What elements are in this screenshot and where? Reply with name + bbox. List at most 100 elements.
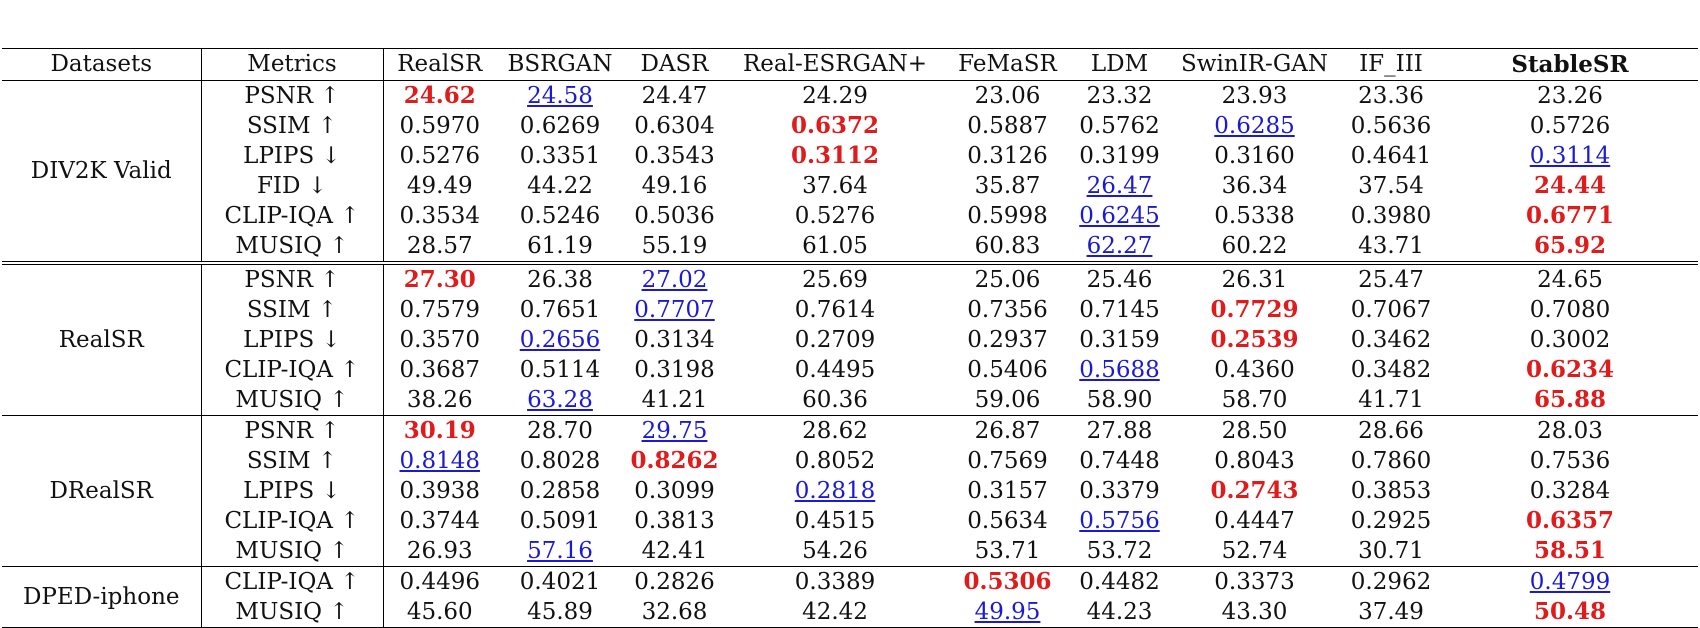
metric-cell: SSIM ↑ [201, 295, 384, 325]
value-text: 0.8043 [1214, 447, 1295, 474]
value-text: 0.2962 [1350, 568, 1432, 595]
best-value: 0.6357 [1525, 507, 1615, 534]
value-cell: 45.89 [496, 597, 624, 628]
value-cell: 37.49 [1340, 597, 1442, 628]
value-text: 0.3534 [399, 202, 480, 229]
dataset-cell: RealSR [2, 263, 202, 416]
value-text: 0.3351 [519, 142, 601, 169]
best-value: 0.8262 [630, 447, 719, 474]
value-text: 0.5726 [1529, 112, 1611, 139]
value-text: 0.5114 [519, 356, 601, 383]
value-text: 0.3157 [967, 477, 1048, 504]
table-row: SSIM ↑ 0.7579 0.7651 0.7707 0.7614 0.7356 0.71… [2, 295, 1698, 325]
value-text: 0.3389 [794, 568, 876, 595]
value-text: 0.5634 [967, 507, 1048, 534]
value-cell: 0.3351 [496, 141, 624, 171]
value-cell: 26.47 [1070, 171, 1169, 201]
value-cell: 0.3462 [1340, 325, 1442, 355]
value-text: 35.87 [974, 172, 1041, 199]
value-cell: 23.93 [1169, 81, 1340, 112]
value-text: 0.7614 [794, 296, 876, 323]
value-cell: 55.19 [624, 231, 725, 265]
value-cell: 0.5276 [725, 201, 945, 231]
value-text: 0.4447 [1214, 507, 1295, 534]
value-cell: 63.28 [496, 385, 624, 416]
value-cell: 49.49 [383, 171, 496, 201]
value-cell: 0.3160 [1169, 141, 1340, 171]
value-cell: 60.36 [725, 385, 945, 416]
value-cell: 0.2743 [1169, 476, 1340, 506]
value-text: 0.5762 [1079, 112, 1160, 139]
value-cell: 0.3126 [945, 141, 1070, 171]
value-cell: 0.4496 [383, 567, 496, 598]
value-cell: 24.62 [383, 81, 496, 112]
value-text: 45.89 [527, 598, 593, 625]
value-text: 25.46 [1086, 266, 1153, 293]
value-cell: 0.7569 [945, 446, 1070, 476]
value-cell: 0.3534 [383, 201, 496, 231]
best-value: 0.2743 [1210, 477, 1299, 504]
header-femasr: FeMaSR [945, 48, 1070, 81]
value-text: 37.64 [802, 172, 868, 199]
value-text: 41.71 [1358, 386, 1424, 413]
value-cell: 0.3379 [1070, 476, 1169, 506]
table-row: MUSIQ ↑ 28.57 61.19 55.19 61.05 60.83 62.27 60.… [2, 231, 1698, 265]
value-cell: 24.47 [624, 81, 725, 112]
table-row: MUSIQ ↑ 26.93 57.16 42.41 54.26 53.71 53.72 52.… [2, 536, 1698, 567]
value-text: 0.5276 [794, 202, 876, 229]
value-cell: 0.7651 [496, 295, 624, 325]
value-text: 0.8052 [794, 447, 876, 474]
value-cell: 0.5634 [945, 506, 1070, 536]
value-text: 0.7080 [1529, 296, 1611, 323]
value-text: 0.3462 [1350, 326, 1432, 353]
dataset-cell: DRealSR [2, 415, 202, 567]
value-text: 53.72 [1086, 537, 1153, 564]
value-text: 23.32 [1086, 82, 1153, 109]
metric-cell: CLIP-IQA ↑ [201, 201, 384, 231]
value-text: 26.31 [1221, 266, 1288, 293]
value-text: 0.3543 [634, 142, 715, 169]
value-cell: 0.5688 [1070, 355, 1169, 385]
value-cell: 0.2818 [725, 476, 945, 506]
value-text: 23.36 [1358, 82, 1424, 109]
value-text: 26.93 [406, 537, 473, 564]
header-swinir-gan: SwinIR-GAN [1169, 48, 1340, 81]
value-text: 30.71 [1358, 537, 1424, 564]
metric-cell: FID ↓ [201, 171, 384, 201]
value-text: 0.5998 [967, 202, 1048, 229]
value-text: 54.26 [802, 537, 868, 564]
value-cell: 28.03 [1442, 416, 1698, 447]
second-best-value: 49.95 [974, 598, 1041, 625]
second-best-value: 26.47 [1086, 172, 1153, 199]
value-text: 0.3099 [634, 477, 715, 504]
value-text: 0.6304 [634, 112, 715, 139]
value-cell: 0.5726 [1442, 111, 1698, 141]
value-cell: 0.6372 [725, 111, 945, 141]
best-value: 50.48 [1533, 598, 1607, 625]
table-row: CLIP-IQA ↑ 0.3744 0.5091 0.3813 0.4515 0.5634… [2, 506, 1698, 536]
second-best-value: 0.8148 [399, 447, 480, 474]
value-text: 43.30 [1221, 598, 1288, 625]
value-text: 0.6269 [519, 112, 601, 139]
header-ldm: LDM [1070, 48, 1169, 81]
value-cell: 36.34 [1169, 171, 1340, 201]
second-best-value: 0.3114 [1529, 142, 1611, 169]
value-text: 55.19 [641, 232, 708, 259]
value-cell: 61.19 [496, 231, 624, 265]
value-cell: 0.3284 [1442, 476, 1698, 506]
header-real-esrgan-plus: Real-ESRGAN+ [725, 48, 945, 81]
value-cell: 0.6245 [1070, 201, 1169, 231]
value-cell: 58.90 [1070, 385, 1169, 416]
table-row: LPIPS ↓ 0.3570 0.2656 0.3134 0.2709 0.2937 0.3… [2, 325, 1698, 355]
value-text: 0.5246 [519, 202, 601, 229]
value-text: 23.06 [974, 82, 1041, 109]
header-dasr: DASR [624, 48, 725, 81]
metric-cell: CLIP-IQA ↑ [201, 506, 384, 536]
value-cell: 0.3157 [945, 476, 1070, 506]
value-cell: 24.65 [1442, 263, 1698, 295]
value-cell: 32.68 [624, 597, 725, 628]
value-cell: 49.95 [945, 597, 1070, 628]
value-text: 28.70 [527, 417, 593, 444]
value-cell: 0.8262 [624, 446, 725, 476]
value-cell: 24.29 [725, 81, 945, 112]
